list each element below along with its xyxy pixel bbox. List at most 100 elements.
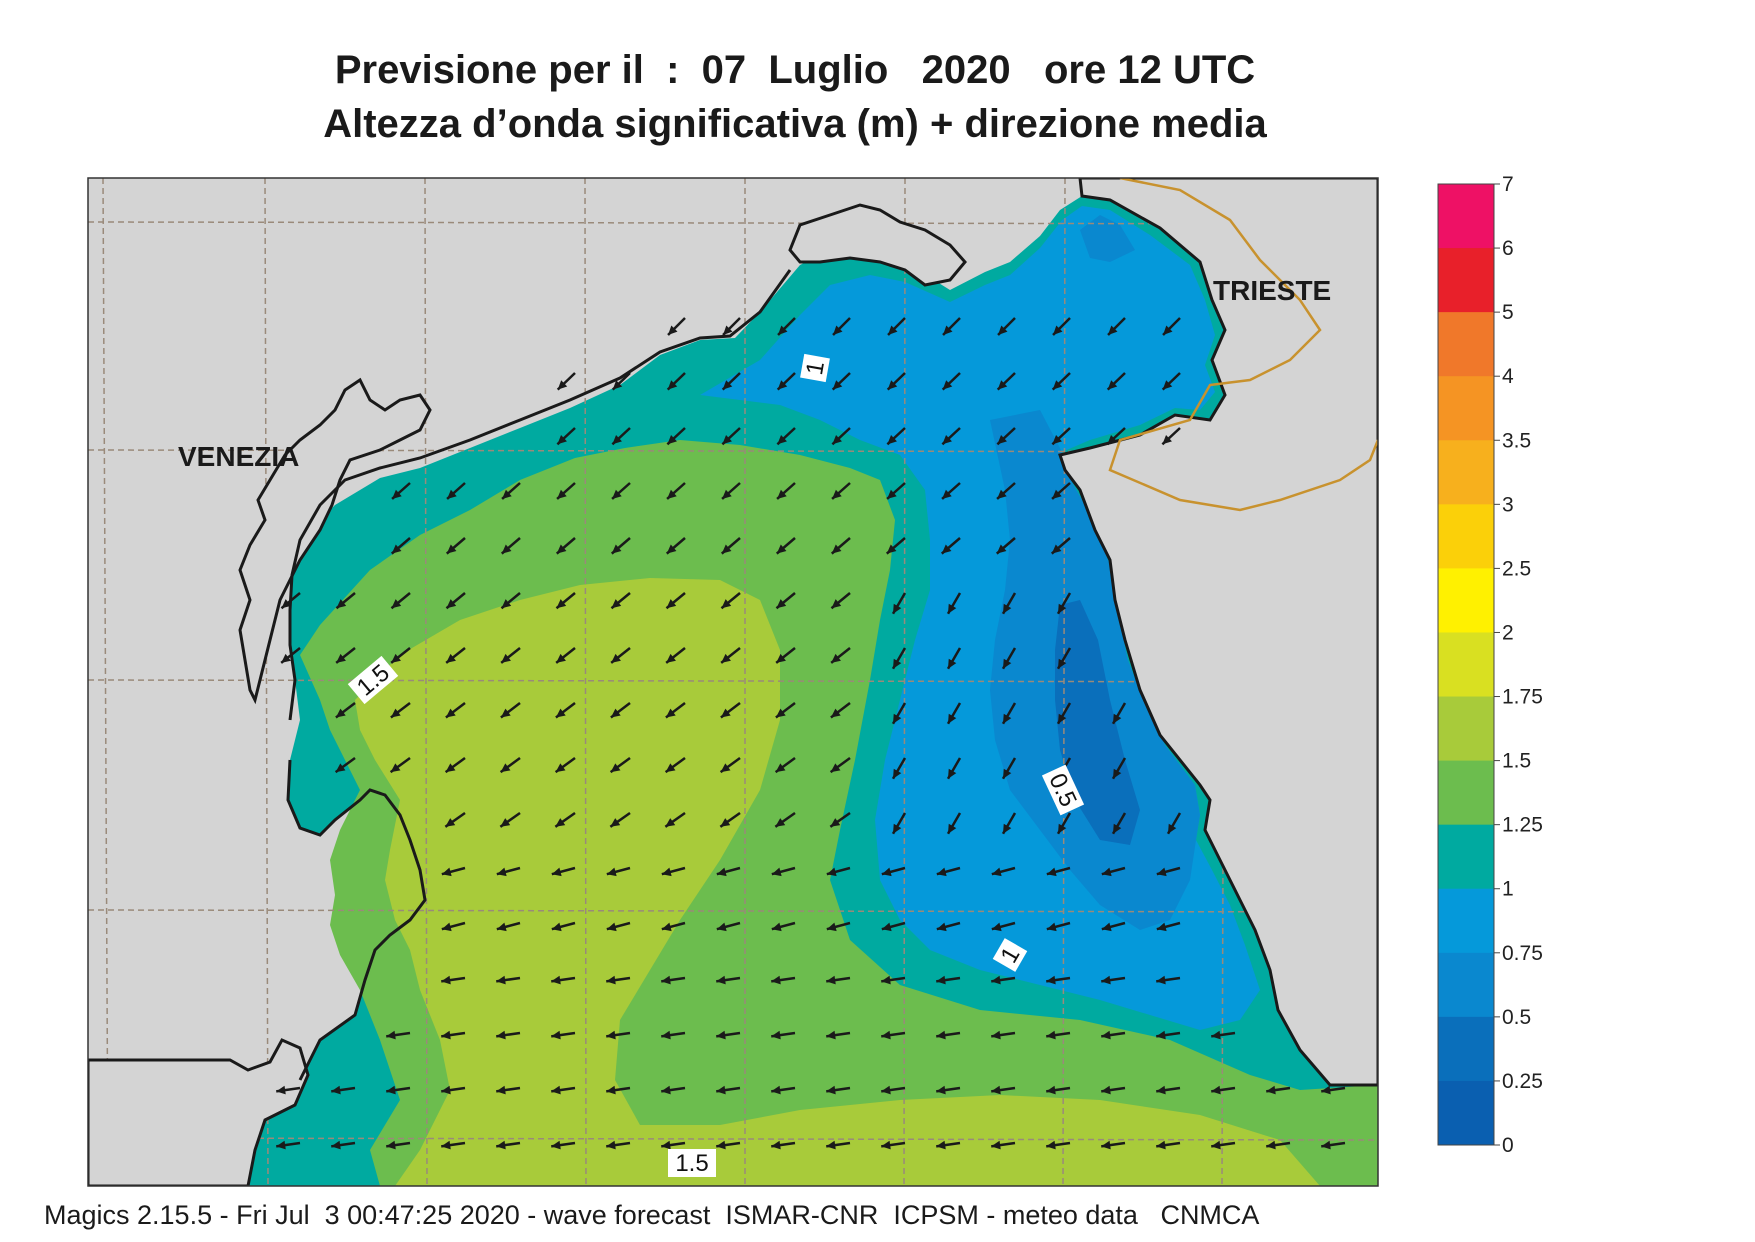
direction-arrow-head [1003,713,1012,724]
direction-arrow-head [331,1140,341,1150]
direction-arrow-head [1101,867,1112,877]
direction-arrow-head [991,867,1002,877]
direction-arrow-head [1101,1030,1111,1040]
direction-arrow-head [1046,1140,1056,1150]
direction-arrow-head [1266,1085,1276,1095]
wave-zone-0.25-0.5 [1055,600,1140,845]
direction-arrow-head [936,975,946,985]
direction-arrow-head [500,763,511,773]
direction-arrow-head [991,1030,1001,1040]
direction-arrow-head [447,489,457,499]
direction-arrow-head [996,544,1007,554]
direction-arrow-head [667,434,677,445]
direction-arrow-head [496,922,507,932]
direction-arrow-head [441,922,452,932]
direction-arrow-head [500,708,511,718]
direction-arrow-head [555,763,566,773]
direction-arrow-head [386,1140,396,1150]
direction-arrow-head [661,1085,671,1095]
direction-arrow-head [826,1030,836,1040]
legend-swatch [1438,184,1494,249]
direction-arrow-head [716,1140,726,1150]
legend-tick-label: 7 [1502,173,1514,196]
direction-arrow-head [500,818,511,827]
wave-zone-0.5-0.75-north [1080,215,1135,262]
direction-arrow-head [831,599,842,609]
direction-arrow-head [666,653,676,663]
direction-arrow-head [1046,867,1057,877]
legend-swatch [1438,440,1494,505]
direction-arrow-head [441,1140,451,1150]
direction-arrow-head [606,975,616,985]
direction-arrow-head [771,975,781,985]
direction-arrow-head [1058,713,1067,724]
direction-arrow-head [776,653,786,663]
direction-arrow-head [830,818,841,827]
direction-arrow-head [606,1140,616,1150]
legend-tick-label: 3.5 [1502,429,1531,452]
direction-arrow-head [1321,1140,1331,1150]
direction-arrow-head [661,975,671,985]
direction-arrow-head [1162,434,1172,445]
direction-arrow-head [991,975,1001,985]
direction-arrow-head [1046,975,1056,985]
direction-arrow-head [557,489,567,499]
direction-arrow-head [557,380,568,390]
direction-arrow-head [1107,380,1118,390]
direction-arrow-head [1156,1030,1166,1040]
direction-arrow-head [501,599,512,609]
direction-arrow-head [606,922,617,932]
direction-arrow-head [496,1085,506,1095]
legend-swatch [1438,1080,1494,1146]
legend-tick-label: 6 [1502,237,1514,260]
po-delta-land [88,1038,310,1186]
direction-arrow-head [610,763,621,773]
direction-arrow-head [721,653,731,663]
direction-arrow-head [991,1140,1001,1150]
direction-arrow-head [551,922,562,932]
direction-arrow-head [335,763,346,773]
direction-arrow-head [888,325,898,335]
direction-arrow-head [778,325,788,335]
direction-arrow-head [722,434,732,445]
direction-arrow-head [1101,1085,1111,1095]
direction-arrow-head [942,489,952,499]
direction-arrow-head [771,1030,781,1040]
direction-arrow-head [445,818,456,827]
legend-swatch [1438,824,1494,890]
direction-arrow-head [1101,922,1112,932]
direction-arrow-head [1052,489,1062,499]
direction-arrow-head [1058,823,1067,834]
direction-arrow-head [1053,325,1063,335]
legend-tick-label: 0.5 [1502,1006,1531,1029]
national-border [1108,178,1378,512]
direction-arrow-head [1156,1085,1166,1095]
direction-arrow-head [716,867,727,877]
direction-arrow-head [831,653,841,663]
direction-arrow-head [441,1030,451,1040]
direction-arrow-head [666,599,677,609]
direction-arrow-head [551,1140,561,1150]
direction-arrow-head [716,975,726,985]
direction-arrow-head [948,823,957,834]
direction-arrow-head [551,1030,561,1040]
direction-arrow-head [936,867,947,877]
direction-arrow-head [893,603,902,614]
legend-tick-label: 0.25 [1502,1070,1543,1093]
direction-arrow-head [826,1140,836,1150]
direction-arrow-head [612,380,623,390]
direction-arrow-head [722,489,732,499]
direction-arrow-head [991,922,1002,932]
direction-arrow-head [1052,380,1063,390]
legend-tick-label: 2.5 [1502,557,1531,580]
direction-arrow-head [720,763,731,773]
direction-arrow-head [336,653,346,663]
direction-arrow-head [716,922,727,932]
direction-arrow-head [335,708,346,718]
direction-arrow-head [720,818,731,827]
direction-arrow-head [501,653,511,663]
page-title-line-2: Altezza d’onda significativa (m) + direz… [323,102,1267,146]
direction-arrow-head [668,325,678,335]
direction-arrow-head [771,1085,781,1095]
direction-arrow-head [391,653,401,663]
